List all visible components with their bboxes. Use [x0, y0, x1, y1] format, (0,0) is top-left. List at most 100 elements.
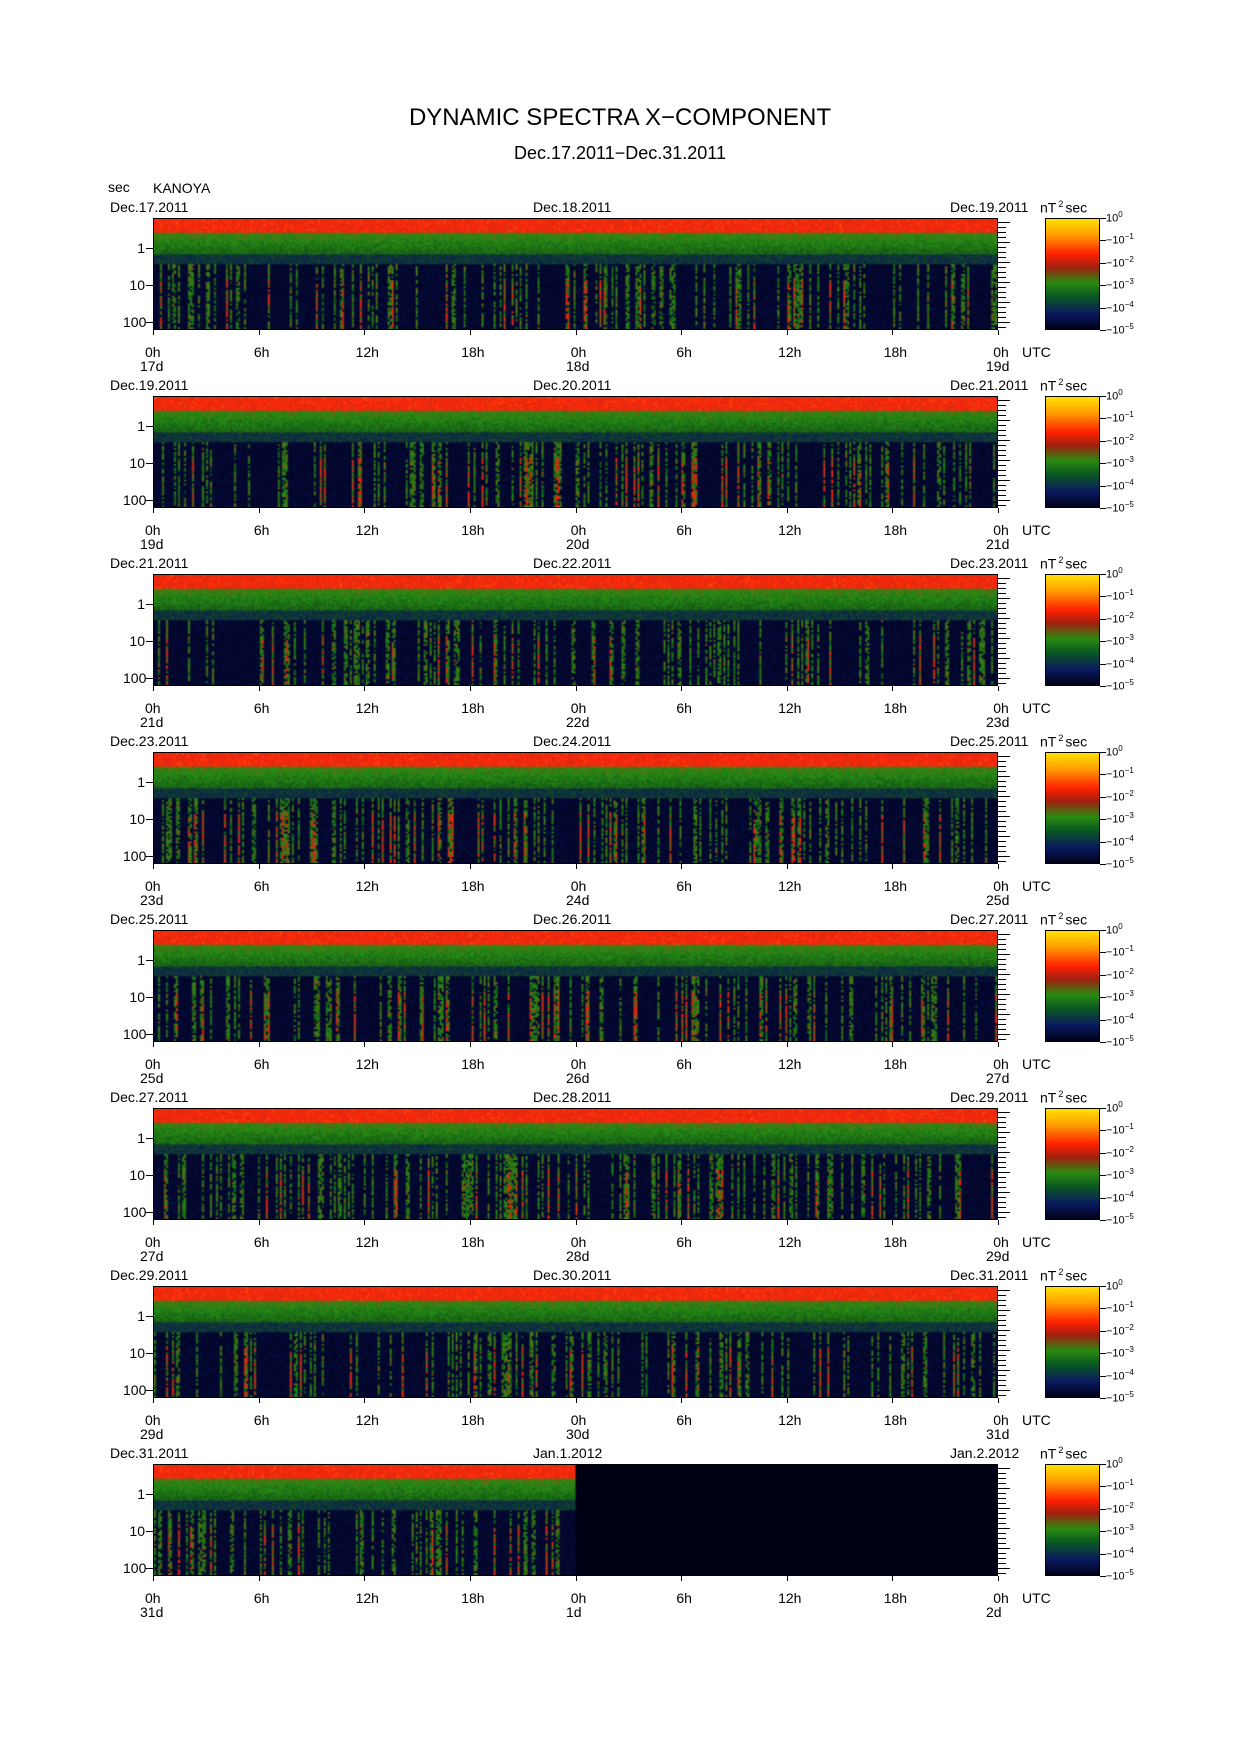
x-tick-mark — [892, 1576, 894, 1581]
day-left-label: 17d — [140, 358, 164, 374]
x-tick-label: 18h — [883, 344, 908, 360]
colorbar-unit: nT 2 sec — [1040, 200, 1087, 215]
x-tick-label: 0h — [570, 1234, 587, 1250]
spectrogram — [153, 218, 998, 330]
x-tick-mark — [258, 330, 260, 335]
x-tick-mark — [998, 864, 999, 869]
date-left-label: Dec.25.2011 — [110, 911, 189, 927]
colorbar-tick-label: −10−1 — [1106, 1301, 1134, 1315]
right-tick-mark — [998, 816, 1010, 817]
colorbar-unit-base: nT — [1040, 555, 1057, 572]
colorbar-tick-mark — [1100, 1042, 1106, 1043]
colorbar-tick-label: −10−1 — [1106, 1479, 1134, 1493]
spectrogram-canvas — [154, 1287, 997, 1397]
colorbar — [1045, 1464, 1100, 1576]
x-tick-label: 0h — [570, 522, 587, 538]
spectrogram — [153, 930, 998, 1042]
right-tick-mark — [998, 1132, 1010, 1133]
colorbar-tick-exp: 0 — [1118, 1456, 1123, 1465]
x-tick-label: 18h — [461, 1412, 485, 1428]
day-left-label: 19d — [140, 536, 164, 552]
x-tick-mark — [575, 1220, 577, 1225]
colorbar-unit-tail: sec — [1065, 911, 1088, 928]
date-right-label: Dec.25.2011 — [950, 733, 1029, 749]
right-tick-mark — [998, 1553, 1006, 1554]
x-tick-mark — [258, 508, 260, 513]
colorbar-unit: nT 2 sec — [1040, 378, 1087, 393]
x-tick-mark — [786, 330, 788, 335]
spectrogram — [153, 752, 998, 864]
colorbar-tick-base: −10 — [1106, 658, 1125, 671]
date-left-label: Dec.19.2011 — [110, 377, 189, 393]
colorbar-tick-label: −10−4 — [1106, 478, 1134, 493]
right-tick-mark — [998, 1568, 1010, 1569]
date-mid-label: Dec.30.2011 — [533, 1267, 612, 1283]
right-tick-mark — [998, 1019, 1006, 1020]
right-tick-mark — [998, 934, 1010, 935]
x-tick-label: 12h — [355, 1234, 379, 1250]
colorbar-tick-exp: −1 — [1124, 588, 1134, 598]
colorbar-tick-label: −10−3 — [1106, 1524, 1134, 1538]
y-tick-label: 10 — [129, 1522, 145, 1539]
right-tick-mark — [998, 307, 1006, 308]
y-tick-mark — [146, 248, 153, 250]
right-tick-mark — [998, 1473, 1006, 1474]
x-tick-mark — [364, 1576, 366, 1581]
right-tick-mark — [998, 846, 1006, 847]
colorbar-tick-base: −10 — [1106, 302, 1125, 315]
right-tick-mark — [998, 420, 1010, 421]
right-tick-mark — [998, 1370, 1010, 1371]
right-tick-mark — [998, 811, 1006, 812]
right-tick-mark — [998, 292, 1006, 293]
colorbar-unit-base: nT — [1040, 911, 1057, 928]
y-tick-mark — [146, 1494, 153, 1496]
spectrogram-canvas — [154, 1109, 997, 1219]
right-tick-mark — [998, 1558, 1006, 1559]
right-tick-mark — [998, 1192, 1010, 1193]
x-tick-mark — [153, 330, 154, 335]
colorbar-tick-exp: −4 — [1124, 655, 1134, 665]
right-tick-mark — [998, 302, 1010, 303]
right-tick-mark — [998, 425, 1006, 426]
x-tick-mark — [892, 1398, 894, 1403]
y-unit-label: sec — [108, 179, 130, 195]
colorbar-tick-label: −10−2 — [1106, 254, 1134, 270]
day-left-label: 27d — [140, 1248, 164, 1264]
x-tick-label: 6h — [253, 344, 270, 360]
spectrogram — [153, 1464, 998, 1576]
colorbar-tick-base: −10 — [1106, 1370, 1125, 1383]
colorbar-tick-label: −10−1 — [1106, 589, 1134, 603]
spectrogram-canvas — [154, 397, 997, 507]
colorbar-tick-exp: −1 — [1124, 232, 1134, 242]
y-tick-label: 100 — [123, 491, 147, 508]
colorbar-tick-base: 10 — [1106, 1458, 1119, 1471]
right-tick-mark — [998, 267, 1006, 268]
colorbar-tick-exp: 0 — [1118, 1278, 1123, 1287]
x-tick-mark — [786, 1220, 788, 1225]
colorbar-tick-label: 100 — [1106, 389, 1123, 403]
x-tick-label: 18h — [461, 522, 485, 538]
colorbar-tick-exp: 0 — [1118, 566, 1123, 575]
right-tick-mark — [998, 781, 1006, 782]
colorbar-tick-mark — [1100, 1286, 1106, 1287]
x-tick-label: 6h — [676, 522, 692, 538]
right-tick-mark — [998, 1355, 1006, 1356]
colorbar-tick-label: −10−4 — [1106, 300, 1134, 315]
x-tick-label: 12h — [778, 344, 802, 360]
colorbar-tick-mark — [1100, 1308, 1106, 1310]
colorbar — [1045, 752, 1100, 864]
utc-label: UTC — [1022, 878, 1051, 894]
colorbar-tick-label: 100 — [1106, 745, 1123, 759]
colorbar-tick-base: −10 — [1106, 791, 1125, 804]
colorbar-tick-exp: −2 — [1124, 966, 1134, 976]
right-tick-mark — [998, 317, 1006, 318]
colorbar-tick-exp: −2 — [1124, 254, 1134, 264]
utc-label: UTC — [1022, 1412, 1051, 1428]
right-tick-mark — [998, 1543, 1006, 1544]
x-tick-mark — [892, 686, 894, 691]
y-tick-mark — [146, 1389, 153, 1391]
colorbar-tick-mark — [1100, 1130, 1106, 1132]
colorbar-tick-mark — [1100, 240, 1106, 242]
day-left-label: 25d — [140, 1070, 164, 1086]
x-tick-mark — [469, 508, 471, 513]
